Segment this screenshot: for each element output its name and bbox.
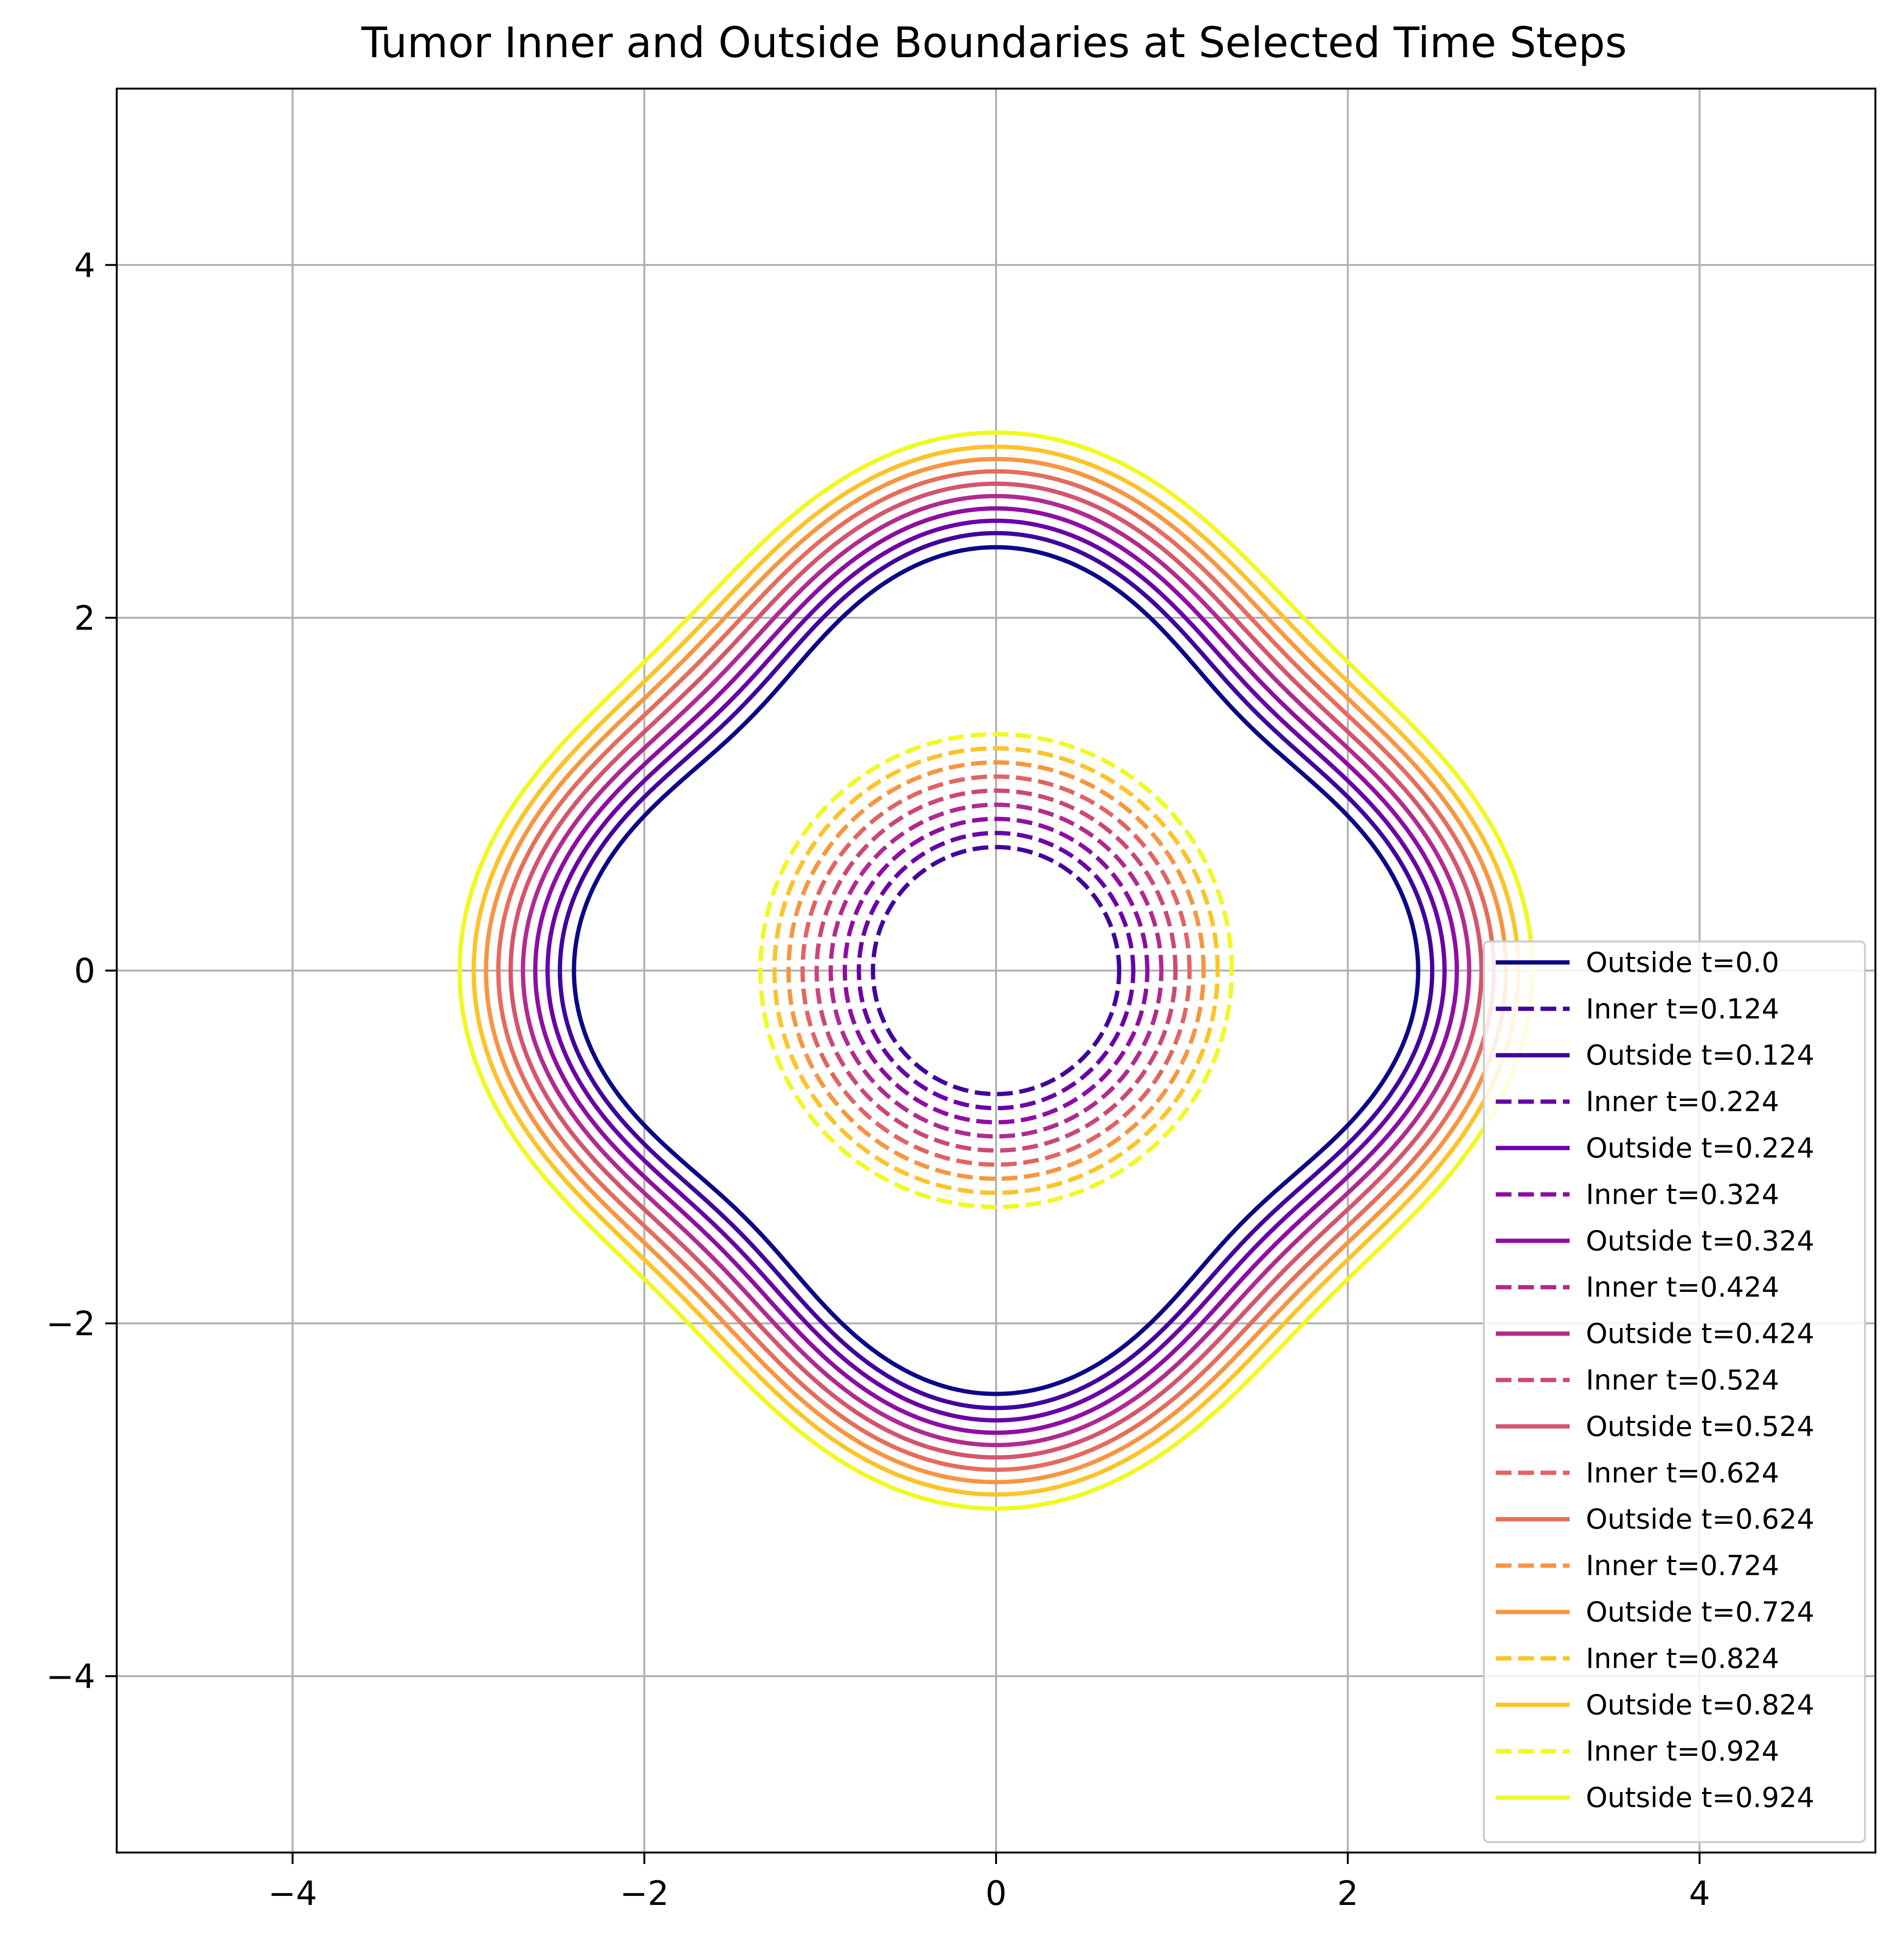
legend-label: Outside t=0.124 (1586, 1039, 1814, 1071)
x-tick-label: −2 (620, 1874, 669, 1913)
inner-boundary-t0-124 (871, 845, 1121, 1097)
legend-label: Outside t=0.524 (1586, 1410, 1814, 1442)
legend-label: Outside t=0.924 (1586, 1782, 1814, 1814)
legend-label: Inner t=0.524 (1586, 1364, 1779, 1396)
plot-area (457, 430, 1535, 1511)
legend-label: Outside t=0.824 (1586, 1689, 1814, 1721)
x-tick-label: 0 (986, 1874, 1007, 1913)
inner-boundary-t0-624 (800, 774, 1192, 1167)
chart-title: Tumor Inner and Outside Boundaries at Se… (361, 18, 1627, 67)
series-layer (457, 430, 1535, 1511)
outside-boundary-t0-424 (521, 494, 1471, 1448)
inner-boundary-t0-924 (758, 732, 1234, 1209)
legend-label: Inner t=0.824 (1586, 1642, 1779, 1674)
legend-label: Outside t=0.624 (1586, 1503, 1814, 1535)
legend-label: Outside t=0.424 (1586, 1318, 1814, 1350)
legend: Outside t=0.0 Inner t=0.124 Outside t=0.12… (1483, 940, 1866, 1843)
y-tick-label: −2 (46, 1304, 95, 1343)
legend-label: Outside t=0.224 (1586, 1132, 1814, 1164)
outside-boundary-t0-724 (484, 457, 1509, 1484)
outside-boundary-t0-924 (457, 430, 1535, 1511)
inner-boundary-t0-424 (828, 802, 1164, 1139)
axis-ticks: −4 −2 0 2 4 −4 −2 0 2 4 (46, 246, 1710, 1913)
legend-label: Inner t=0.324 (1586, 1178, 1779, 1210)
inner-boundary-t0-524 (814, 788, 1178, 1153)
outside-boundary-t0 (572, 545, 1420, 1396)
legend-label: Outside t=0.324 (1586, 1225, 1814, 1257)
y-tick-label: 4 (74, 246, 95, 285)
outside-boundary-t0-124 (557, 531, 1435, 1410)
legend-label: Outside t=0.0 (1586, 946, 1779, 978)
legend-label: Inner t=0.924 (1586, 1735, 1779, 1767)
legend-label: Inner t=0.424 (1586, 1271, 1779, 1303)
outside-boundary-t0-524 (508, 482, 1484, 1460)
x-tick-label: 4 (1689, 1874, 1711, 1913)
outside-boundary-t0-824 (472, 444, 1521, 1497)
legend-label: Inner t=0.724 (1586, 1550, 1779, 1582)
x-tick-label: −4 (268, 1874, 317, 1913)
x-tick-label: 2 (1337, 1874, 1359, 1913)
y-tick-label: 2 (74, 599, 95, 638)
legend-label: Inner t=0.624 (1586, 1457, 1779, 1489)
inner-boundary-t0-824 (772, 746, 1220, 1195)
outside-boundary-t0-224 (545, 518, 1447, 1423)
legend-box (1483, 940, 1866, 1843)
outside-boundary-t0-624 (496, 469, 1496, 1472)
legend-label: Inner t=0.124 (1586, 993, 1779, 1025)
inner-boundary-t0-724 (786, 760, 1206, 1181)
inner-boundary-t0-324 (843, 816, 1149, 1125)
legend-label: Inner t=0.224 (1586, 1086, 1779, 1118)
outside-boundary-t0-324 (533, 506, 1459, 1435)
legend-label: Outside t=0.724 (1586, 1596, 1814, 1628)
inner-boundary-t0-224 (856, 831, 1136, 1110)
y-tick-label: 0 (74, 952, 95, 991)
y-tick-label: −4 (46, 1657, 95, 1696)
